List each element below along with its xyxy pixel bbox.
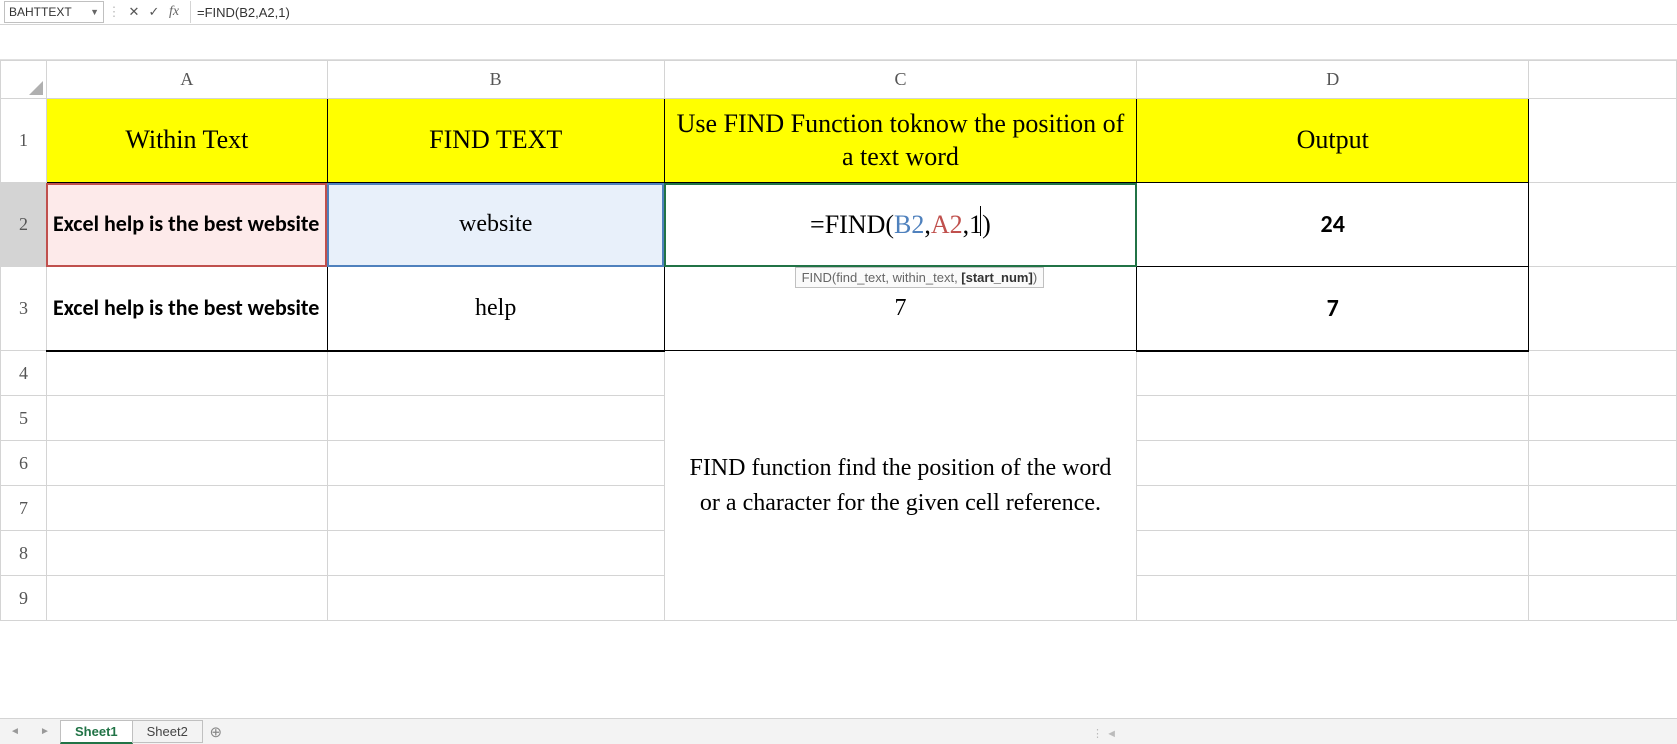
- cell-b5[interactable]: [327, 396, 664, 441]
- cell-e4[interactable]: [1529, 351, 1677, 396]
- cell-a8[interactable]: [46, 531, 327, 576]
- cell-b4[interactable]: [327, 351, 664, 396]
- cell-e3[interactable]: [1529, 267, 1677, 351]
- cancel-button[interactable]: ✕: [124, 1, 144, 23]
- cell-b7[interactable]: [327, 486, 664, 531]
- cell-a1[interactable]: Within Text: [46, 99, 327, 183]
- fx-icon[interactable]: fx: [164, 1, 184, 23]
- tab-split-handle[interactable]: ⋮ ◄: [1092, 727, 1117, 740]
- formula-input[interactable]: [191, 1, 1677, 23]
- row-head-8[interactable]: 8: [1, 531, 47, 576]
- name-box-text: BAHTTEXT: [9, 5, 90, 19]
- cell-d7[interactable]: [1137, 486, 1529, 531]
- cell-a4[interactable]: [46, 351, 327, 396]
- cell-b1[interactable]: FIND TEXT: [327, 99, 664, 183]
- cell-a2[interactable]: Excel help is the best website: [46, 183, 327, 267]
- enter-button[interactable]: ✓: [144, 1, 164, 23]
- col-head-b[interactable]: B: [327, 61, 664, 99]
- cell-b9[interactable]: [327, 576, 664, 621]
- row-head-9[interactable]: 9: [1, 576, 47, 621]
- col-head-c[interactable]: C: [664, 61, 1137, 99]
- row-head-2[interactable]: 2: [1, 183, 47, 267]
- cell-b2[interactable]: website: [327, 183, 664, 267]
- cell-d2[interactable]: 24: [1137, 183, 1529, 267]
- sheet-tabs-bar: ◄ ► Sheet1 Sheet2 ⊕ ⋮ ◄: [0, 718, 1677, 744]
- cell-a6[interactable]: [46, 441, 327, 486]
- cell-e2[interactable]: [1529, 183, 1677, 267]
- cell-e5[interactable]: [1529, 396, 1677, 441]
- cell-d9[interactable]: [1137, 576, 1529, 621]
- sheet-tab-1[interactable]: Sheet1: [60, 720, 133, 744]
- cell-d6[interactable]: [1137, 441, 1529, 486]
- cell-b3[interactable]: help: [327, 267, 664, 351]
- cell-c3[interactable]: FIND(find_text, within_text, [start_num]…: [664, 267, 1137, 351]
- cell-e9[interactable]: [1529, 576, 1677, 621]
- row-head-1[interactable]: 1: [1, 99, 47, 183]
- spacer: [0, 25, 1677, 60]
- separator: ⋮: [104, 4, 124, 20]
- cell-c1[interactable]: Use FIND Function toknow the position of…: [664, 99, 1137, 183]
- row-head-7[interactable]: 7: [1, 486, 47, 531]
- cell-d8[interactable]: [1137, 531, 1529, 576]
- cell-e8[interactable]: [1529, 531, 1677, 576]
- sheet-tab-2[interactable]: Sheet2: [132, 720, 203, 743]
- cell-d3[interactable]: 7: [1137, 267, 1529, 351]
- formula-bar: BAHTTEXT ▼ ⋮ ✕ ✓ fx: [0, 0, 1677, 25]
- cell-a9[interactable]: [46, 576, 327, 621]
- row-head-5[interactable]: 5: [1, 396, 47, 441]
- col-head-e[interactable]: [1529, 61, 1677, 99]
- tab-next-icon[interactable]: ►: [40, 726, 50, 737]
- row-head-6[interactable]: 6: [1, 441, 47, 486]
- cell-b8[interactable]: [327, 531, 664, 576]
- name-box[interactable]: BAHTTEXT ▼: [4, 1, 104, 23]
- spreadsheet-grid: A B C D 1 Within Text FIND TEXT Use FIND…: [0, 60, 1677, 621]
- cell-b6[interactable]: [327, 441, 664, 486]
- cell-e1[interactable]: [1529, 99, 1677, 183]
- cell-d5[interactable]: [1137, 396, 1529, 441]
- col-head-a[interactable]: A: [46, 61, 327, 99]
- cell-a5[interactable]: [46, 396, 327, 441]
- cell-d4[interactable]: [1137, 351, 1529, 396]
- cell-e7[interactable]: [1529, 486, 1677, 531]
- col-head-d[interactable]: D: [1137, 61, 1529, 99]
- note-box[interactable]: FIND function find the position of the w…: [664, 351, 1137, 621]
- add-sheet-button[interactable]: ⊕: [202, 723, 230, 741]
- select-all-corner[interactable]: [1, 61, 47, 99]
- tab-prev-icon[interactable]: ◄: [10, 726, 20, 737]
- formula-display: =FIND(B2,A2,1): [810, 210, 991, 239]
- row-head-4[interactable]: 4: [1, 351, 47, 396]
- cell-a3[interactable]: Excel help is the best website: [46, 267, 327, 351]
- tab-nav[interactable]: ◄ ►: [0, 726, 60, 737]
- cell-c2[interactable]: =FIND(B2,A2,1): [664, 183, 1137, 267]
- cell-a7[interactable]: [46, 486, 327, 531]
- cell-d1[interactable]: Output: [1137, 99, 1529, 183]
- cell-e6[interactable]: [1529, 441, 1677, 486]
- function-tooltip: FIND(find_text, within_text, [start_num]…: [795, 267, 1045, 288]
- name-box-dropdown-icon[interactable]: ▼: [90, 7, 99, 17]
- row-head-3[interactable]: 3: [1, 267, 47, 351]
